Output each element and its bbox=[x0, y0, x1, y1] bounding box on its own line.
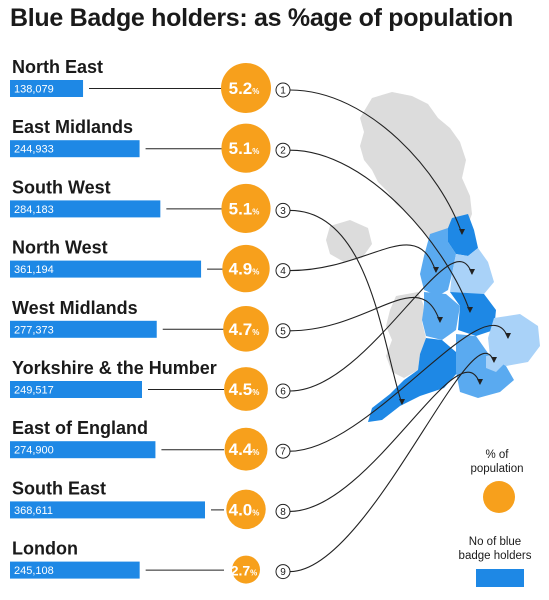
percent-circle bbox=[223, 306, 269, 352]
map-connector-curve bbox=[289, 296, 441, 332]
legend-bar-label-line1: No of blue bbox=[469, 536, 521, 548]
legend-pct-label-line1: % of bbox=[485, 449, 509, 461]
uk-map bbox=[326, 92, 540, 422]
arrow-head-icon bbox=[505, 333, 511, 339]
percent-circle bbox=[221, 123, 271, 173]
count-value-label: 244,933 bbox=[14, 144, 54, 156]
percent-circle bbox=[221, 183, 271, 233]
region-label: Yorkshire & the Humber bbox=[12, 358, 217, 378]
count-bar bbox=[10, 320, 157, 338]
legend-pct-label-line2: population bbox=[470, 463, 523, 475]
count-bar bbox=[10, 200, 161, 218]
region-label: South West bbox=[12, 177, 111, 197]
arrow-head-icon bbox=[469, 269, 475, 275]
count-bar bbox=[10, 561, 140, 579]
count-value-label: 368,611 bbox=[14, 505, 53, 517]
percent-circle bbox=[232, 555, 260, 584]
count-bar bbox=[10, 381, 142, 398]
chart-title: Blue Badge holders: as %age of populatio… bbox=[10, 4, 514, 32]
count-value-label: 249,517 bbox=[14, 385, 54, 397]
count-bar bbox=[10, 140, 140, 158]
region-label: East Midlands bbox=[12, 117, 133, 137]
percent-value-label: 5.1% bbox=[229, 199, 260, 218]
map-north-east bbox=[448, 214, 478, 256]
count-value-label: 138,079 bbox=[14, 84, 54, 96]
count-value-label: 245,108 bbox=[14, 565, 54, 577]
region-label: London bbox=[12, 539, 78, 559]
percent-circle bbox=[224, 427, 268, 471]
map-connector-curve bbox=[289, 324, 509, 452]
arrow-head-icon bbox=[433, 267, 439, 273]
arrow-head-icon bbox=[467, 307, 473, 313]
map-connector-curve bbox=[289, 149, 471, 313]
map-connector-curve bbox=[289, 371, 481, 512]
legend-bar-label-line2: badge holders bbox=[459, 550, 532, 562]
percent-value-label: 4.0% bbox=[229, 500, 260, 519]
rank-label: 6 bbox=[280, 387, 286, 398]
percent-value-label: 4.4% bbox=[229, 440, 260, 459]
region-label: South East bbox=[12, 478, 106, 498]
count-bar bbox=[10, 260, 202, 278]
legend-pct-swatch bbox=[483, 481, 515, 513]
region-label: West Midlands bbox=[12, 298, 138, 318]
map-connector-curve bbox=[289, 89, 463, 235]
map-connector-curve bbox=[289, 244, 437, 273]
map-london bbox=[486, 354, 504, 372]
count-value-label: 361,194 bbox=[14, 264, 54, 276]
rank-label: 8 bbox=[280, 507, 286, 518]
map-connector-curve bbox=[289, 209, 403, 405]
percent-circle bbox=[226, 489, 266, 530]
region-label: North East bbox=[12, 57, 103, 77]
rank-label: 7 bbox=[280, 447, 286, 458]
map-south-east bbox=[456, 334, 514, 398]
legend-bar-swatch bbox=[476, 569, 524, 587]
percent-value-label: 2.7% bbox=[231, 563, 258, 579]
map-north-west bbox=[420, 228, 456, 296]
rank-label: 5 bbox=[280, 326, 286, 337]
map-wales bbox=[386, 292, 426, 378]
arrow-head-icon bbox=[491, 357, 497, 363]
count-bar bbox=[10, 80, 84, 97]
map-connector-curve bbox=[289, 352, 495, 573]
arrow-head-icon bbox=[477, 379, 483, 385]
map-connector-curve bbox=[289, 261, 473, 392]
map-west-midlands bbox=[422, 292, 460, 340]
rank-label: 3 bbox=[280, 206, 286, 217]
percent-value-label: 4.7% bbox=[229, 320, 260, 339]
percent-circle bbox=[224, 367, 268, 411]
arrow-head-icon bbox=[459, 229, 465, 235]
percent-value-label: 5.2% bbox=[229, 79, 260, 98]
percent-value-label: 4.9% bbox=[229, 260, 260, 279]
count-value-label: 284,183 bbox=[14, 204, 54, 216]
count-bar bbox=[10, 501, 205, 519]
rank-label: 4 bbox=[280, 266, 286, 277]
arrow-head-icon bbox=[399, 399, 405, 405]
rank-label: 1 bbox=[280, 86, 286, 97]
count-value-label: 274,900 bbox=[14, 445, 54, 457]
region-label: North West bbox=[12, 238, 108, 258]
percent-circle bbox=[222, 244, 270, 293]
map-scotland bbox=[360, 92, 472, 240]
count-bar bbox=[10, 441, 156, 459]
percent-circle bbox=[221, 63, 271, 113]
percent-value-label: 4.5% bbox=[229, 380, 260, 399]
region-label: East of England bbox=[12, 418, 148, 438]
map-east-midlands bbox=[450, 292, 496, 336]
rank-label: 9 bbox=[280, 567, 286, 578]
count-value-label: 277,373 bbox=[14, 324, 54, 336]
rank-label: 2 bbox=[280, 146, 286, 157]
arrow-head-icon bbox=[437, 317, 443, 323]
percent-value-label: 5.1% bbox=[229, 139, 260, 158]
map-northern-ireland bbox=[326, 220, 372, 262]
